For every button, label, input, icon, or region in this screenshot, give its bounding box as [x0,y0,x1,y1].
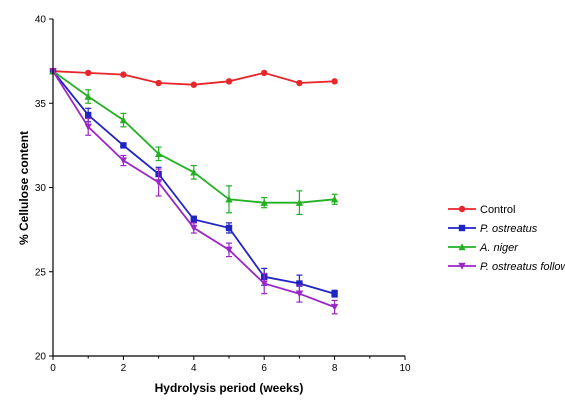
legend-label: Control [480,204,515,216]
data-point [225,224,233,232]
legend-marker [458,243,466,251]
legend-entry: Control [448,204,515,216]
data-point [331,290,338,297]
legend-entry: P. ostreatus [448,223,538,235]
data-point [155,150,163,157]
data-point [225,195,233,203]
data-point [120,71,127,78]
legend: Control P. ostreatus A. niger P. ostreatus … [448,204,565,273]
data-point [190,168,198,176]
data-point [295,290,303,298]
series-line [52,70,335,308]
data-point [119,116,127,124]
x-axis-title: Hydrolysis period (weeks) [155,381,304,395]
y-tick-label: 30 [35,183,47,194]
data-point [225,246,233,254]
x-tick-label: 8 [332,363,338,374]
x-tick-label: 0 [50,363,56,374]
series-3 [49,67,339,216]
data-point [85,69,92,77]
data-point [155,79,162,87]
series-4 [49,68,339,315]
series-1 [49,68,338,88]
data-point [119,157,127,165]
data-point [190,81,197,88]
y-tick-label: 35 [35,99,47,110]
data-point [261,69,268,77]
x-tick-label: 10 [399,363,411,374]
x-tick-label: 6 [261,363,267,374]
data-point [295,198,303,206]
data-point [331,195,339,203]
data-point [225,78,233,85]
legend-label: P. ostreatus followed by A. niger [480,261,565,273]
data-point [260,198,268,206]
y-tick-label: 20 [35,352,47,363]
y-axis-title: % Cellulose content [17,131,31,245]
legend-marker [458,262,466,270]
y-tick-label: 25 [35,267,47,278]
data-point [155,179,163,187]
data-point [85,111,92,119]
plot-area [49,67,339,315]
legend-label: A. niger [479,242,519,254]
data-point [296,280,303,287]
data-point [120,142,127,149]
legend-marker [458,205,466,213]
data-point [190,216,197,223]
legend-entry: A. niger [448,242,519,254]
x-tick-label: 4 [191,363,197,374]
legend-entry: P. ostreatus followed by A. niger [448,261,565,273]
data-point [84,123,92,131]
y-tick-label: 40 [35,15,47,26]
data-point [296,79,303,87]
series-line [52,70,335,204]
x-tick-label: 2 [121,363,127,374]
legend-marker [458,224,466,232]
data-point [331,303,339,311]
data-point [190,224,198,232]
series-line [52,70,335,295]
series-2 [49,68,338,298]
legend-label: P. ostreatus [480,223,538,235]
data-point [84,92,92,100]
data-point [331,78,338,85]
data-point [260,280,268,288]
axes: 0 2 4 6 8 10 20 25 30 35 40 [35,15,411,375]
